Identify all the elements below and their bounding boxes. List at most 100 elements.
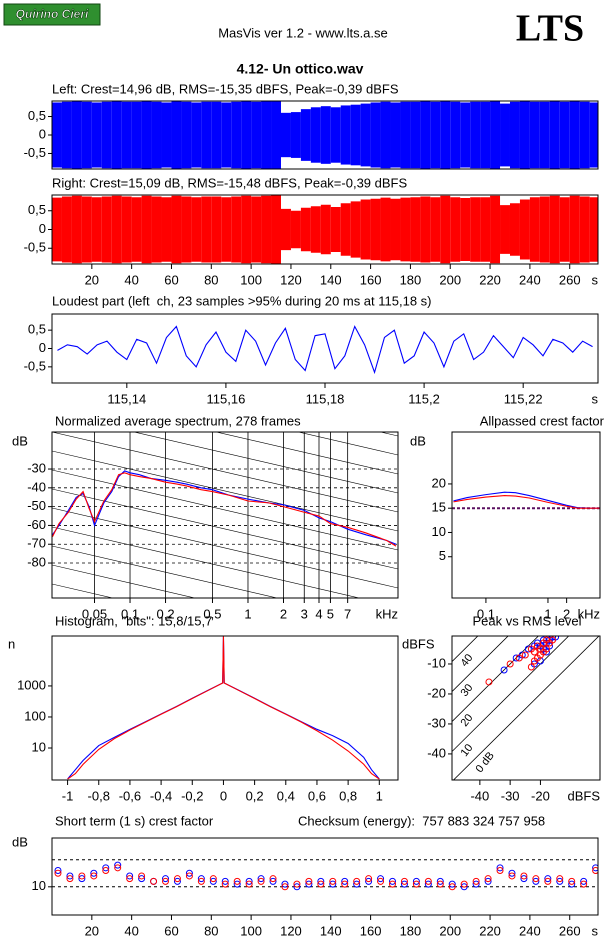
x-tick-label: 200 (439, 923, 461, 938)
panel-title: Normalized average spectrum, 278 frames (55, 413, 301, 428)
slope-line (297, 432, 398, 456)
y-axis-label: dBFS (402, 636, 435, 651)
envelope (460, 198, 471, 261)
point (138, 872, 146, 880)
point (126, 875, 134, 883)
x-axis-label: dBFS (567, 788, 600, 803)
point (221, 877, 229, 885)
envelope (380, 101, 391, 169)
envelope (231, 101, 242, 169)
slope-line (52, 450, 398, 532)
envelope (111, 195, 122, 264)
x-tick-label: 115,18 (306, 391, 345, 406)
x-tick-label: 0,1 (477, 606, 495, 621)
point (162, 877, 170, 885)
envelope (121, 196, 132, 263)
envelope (440, 195, 451, 264)
point (245, 880, 253, 888)
envelope (61, 196, 72, 263)
point (305, 880, 313, 888)
point (580, 880, 588, 888)
x-tick-label: 1 (244, 606, 251, 621)
y-tick-label: -30 (427, 715, 446, 730)
envelope (52, 197, 62, 262)
point (305, 877, 313, 885)
x-tick-label: 20 (85, 272, 99, 287)
envelope (81, 196, 92, 263)
x-tick-label: 160 (360, 923, 382, 938)
x-tick-label: 260 (559, 923, 581, 938)
y-tick-label: 100 (24, 708, 46, 723)
y-tick-label: 0 (39, 340, 46, 355)
point (496, 864, 504, 872)
x-tick-label: -0,4 (150, 788, 172, 803)
x-axis-label: s (592, 272, 599, 287)
point (530, 657, 538, 665)
envelope (559, 197, 570, 262)
point (532, 875, 540, 883)
y-tick-label: -40 (27, 479, 46, 494)
slope-line (52, 488, 398, 570)
y-axis-label: dB (12, 834, 28, 849)
point (341, 877, 349, 885)
y-tick-label: 10 (32, 878, 46, 893)
point (436, 877, 444, 885)
point (448, 883, 456, 891)
y-tick-label: -30 (27, 460, 46, 475)
point (568, 877, 576, 885)
point (496, 867, 504, 875)
envelope (340, 203, 351, 256)
y-tick-label: -0,5 (24, 145, 46, 160)
slope-line (52, 469, 398, 551)
series-line (67, 636, 380, 780)
point (257, 875, 265, 883)
x-tick-label: 120 (280, 923, 302, 938)
x-tick-label: 60 (164, 923, 178, 938)
envelope (500, 103, 510, 167)
x-tick-label: 0,2 (246, 788, 264, 803)
envelope (310, 107, 321, 163)
panel-title: Allpassed crest factor (480, 413, 605, 428)
point (472, 877, 480, 885)
point (400, 880, 408, 888)
y-tick-label: -80 (27, 554, 46, 569)
slope-line (215, 432, 398, 475)
point (102, 867, 110, 875)
slope-line (52, 507, 398, 589)
y-tick-label: -0,5 (24, 240, 46, 255)
envelope (161, 197, 172, 262)
series-line (57, 325, 593, 375)
diagonal-label: 10 (459, 742, 476, 759)
envelope (251, 196, 262, 263)
panel (52, 195, 598, 264)
envelope (450, 101, 461, 169)
point (114, 864, 122, 872)
y-tick-label: -0,5 (24, 358, 46, 373)
panel (57, 325, 593, 375)
point (78, 875, 86, 883)
slope-line (52, 583, 114, 598)
logo: LTS (516, 8, 584, 50)
envelope (310, 206, 321, 253)
x-tick-label: 2 (280, 606, 287, 621)
envelope (370, 198, 381, 261)
point (532, 877, 540, 885)
x-tick-label: 40 (124, 923, 138, 938)
slope-line (52, 526, 361, 598)
point (197, 875, 205, 883)
y-tick-label: 10 (32, 739, 46, 754)
point (484, 875, 492, 883)
envelope (440, 101, 451, 169)
x-tick-label: 220 (479, 923, 501, 938)
point (424, 877, 432, 885)
point (500, 666, 508, 674)
point (542, 645, 550, 653)
envelope (380, 197, 391, 262)
envelope (410, 197, 421, 262)
slope-line (52, 318, 398, 398)
x-tick-label: 1 (544, 606, 551, 621)
x-tick-label: -1 (62, 788, 74, 803)
y-tick-label: -60 (27, 517, 46, 532)
software: MasVis ver 1.2 - www.lts.a.se (218, 25, 388, 40)
envelope (300, 109, 311, 161)
